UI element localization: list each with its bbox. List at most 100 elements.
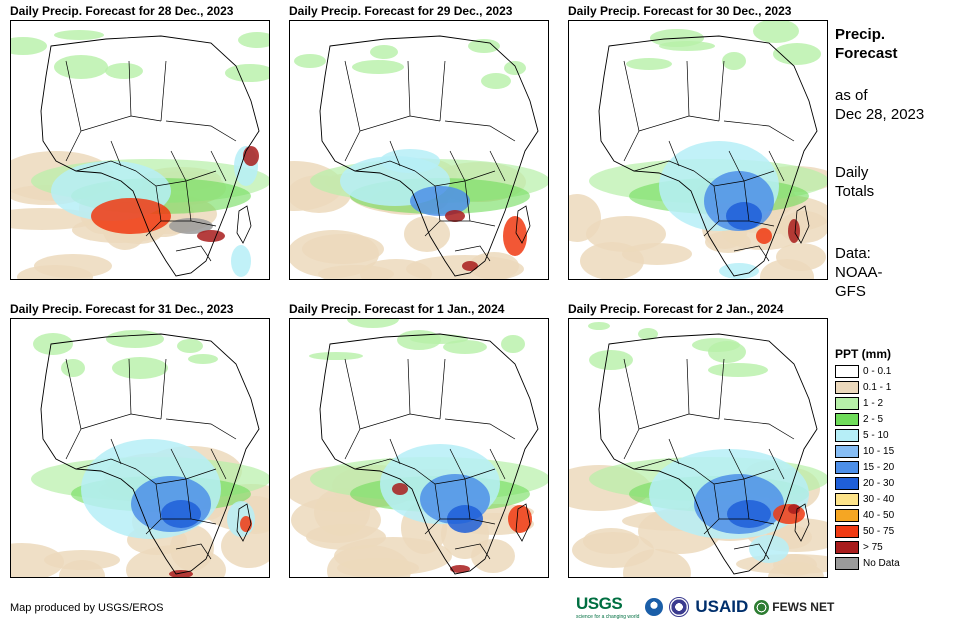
light-rain-area [352,60,404,74]
country-border [439,60,446,122]
forecast-map-3 [568,20,828,280]
light-rain-area [54,30,104,40]
panel-title-3: Daily Precip. Forecast for 30 Dec., 2023 [568,4,792,18]
drizzle-area [34,254,112,278]
light-rain-area [443,340,487,354]
country-border [389,140,401,167]
country-border [75,458,137,470]
drizzle-area [59,560,105,577]
legend-swatch [835,541,859,554]
precip-cell [392,483,408,495]
country-border [444,418,516,440]
light-rain-area [773,43,821,65]
country-border [693,468,775,485]
sidebar-asof-date: Dec 28, 2023 [835,106,925,123]
usgs-logo: USGS science for a changing world [576,594,639,620]
light-rain-area [112,357,168,379]
country-border [728,150,745,182]
country-border [407,60,411,117]
madagascar-outline [794,503,810,542]
precip-cell [719,263,759,279]
logo-bar: USGS science for a changing world USAID … [576,594,834,620]
drizzle-area [11,543,64,577]
precip-cell [380,149,440,173]
drizzle-area [306,524,386,550]
precip-cell [231,245,251,277]
madagascar-outline [515,205,531,244]
country-border [175,245,212,262]
panel-title-4: Daily Precip. Forecast for 31 Dec., 2023 [10,302,234,316]
country-border [444,120,516,142]
country-border [718,358,725,420]
light-rain-area [370,45,398,59]
light-rain-area [708,341,746,363]
country-border [160,60,167,122]
country-border [718,60,725,122]
country-border [160,358,167,420]
legend-label: 10 - 15 [863,446,895,457]
country-border [454,245,491,262]
precip-cell [788,504,800,514]
sidebar-title-line2: Forecast [835,45,898,62]
country-border [633,160,695,172]
light-rain-area [61,359,85,377]
light-rain-area [54,55,108,79]
country-border [389,438,401,465]
drizzle-area [318,265,394,279]
credit-text: Map produced by USGS/EROS [10,602,164,614]
precip-cell [726,202,762,230]
drizzle-area [221,524,269,568]
sidebar-asof-line1: as of [835,87,868,104]
light-rain-area [501,335,525,353]
country-border [414,170,496,187]
precip-cell [197,230,225,242]
light-rain-area [347,319,399,328]
country-border [354,160,416,172]
country-border [165,120,237,142]
country-border [454,543,491,560]
legend-item: 0.1 - 1 [835,380,891,395]
madagascar-outline [794,205,810,244]
country-border [449,150,466,182]
light-rain-area [309,352,363,360]
legend-label: No Data [863,558,900,569]
light-rain-area [588,322,610,330]
precip-cell [508,505,532,533]
legend-swatch [835,509,859,522]
country-border [723,120,795,142]
legend-item: 30 - 40 [835,492,894,507]
legend-label: > 75 [863,542,883,553]
madagascar-outline [236,503,252,542]
sidebar-totals-line1: Daily [835,164,869,181]
state-seal-icon [669,597,690,617]
precip-cell [462,261,478,271]
country-border [686,358,690,415]
legend-label: 50 - 75 [863,526,895,537]
legend-item: 0 - 0.1 [835,364,891,379]
country-border [768,150,785,182]
light-rain-area [105,63,143,79]
legend-item: 40 - 50 [835,508,894,523]
light-rain-area [753,21,799,43]
fews-globe-icon [754,599,770,615]
legend-swatch [835,413,859,426]
panel-title-2: Daily Precip. Forecast for 29 Dec., 2023 [289,4,513,18]
sidebar-data-line2: NOAA- [835,264,883,281]
sidebar-totals-line2: Totals [835,183,875,200]
coastline [598,35,818,277]
legend-label: 15 - 20 [863,462,895,473]
legend-label: 2 - 5 [863,414,884,425]
country-border [768,448,785,480]
precip-cell [227,501,255,537]
light-rain-area [177,339,203,353]
country-border [165,418,237,440]
country-border [489,448,506,480]
precip-cell [161,500,201,528]
forecast-map-1 [10,20,270,280]
legend-label: 20 - 30 [863,478,895,489]
legend-swatch [835,461,859,474]
legend-swatch [835,429,859,442]
legend-label: 0.1 - 1 [863,382,892,393]
forecast-map-6 [568,318,828,578]
country-border [668,140,680,167]
